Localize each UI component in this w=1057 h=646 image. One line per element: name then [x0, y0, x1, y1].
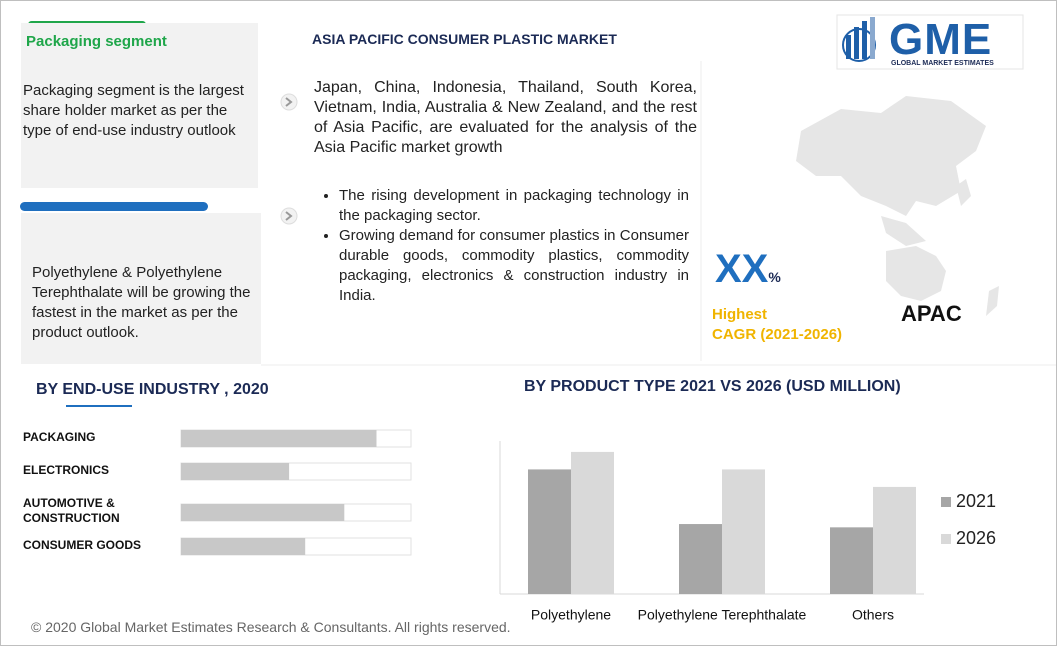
panel — [21, 213, 261, 364]
legend-swatch — [941, 497, 951, 507]
highlight-period: CAGR (2021-2026) — [712, 326, 843, 343]
bar — [722, 469, 765, 594]
category-label: PACKAGING — [23, 430, 96, 444]
arrow-icon — [280, 93, 298, 111]
panel-text: Packaging segment is the largest share h… — [23, 82, 244, 139]
logo-icon — [836, 14, 1024, 70]
bar — [181, 538, 306, 555]
title-underline — [66, 405, 132, 407]
bullet: The rising development in packaging tech… — [339, 186, 689, 226]
bar — [830, 527, 873, 594]
bar — [679, 524, 722, 594]
chart-title: BY PRODUCT TYPE 2021 VS 2026 (USD MILLIO… — [524, 378, 901, 395]
unit: % — [768, 269, 781, 285]
x-tick-label: Polyethylene Terephthalate — [638, 607, 807, 623]
bar — [181, 463, 290, 480]
chart-title: BY END-USE INDUSTRY , 2020 — [36, 381, 269, 398]
legend-label: 2026 — [956, 528, 996, 548]
value: XX — [715, 247, 769, 291]
footer: © 2020 Global Market Estimates Research … — [31, 619, 511, 635]
header-title: ASIA PACIFIC CONSUMER PLASTIC MARKET — [312, 31, 617, 47]
bar — [181, 504, 345, 521]
bar — [181, 430, 377, 447]
accent-bar — [20, 202, 208, 211]
x-tick-label: Polyethylene — [531, 607, 611, 623]
intro-text: Japan, China, Indonesia, Thailand, South… — [314, 79, 697, 156]
x-tick-label: Others — [852, 607, 894, 623]
bar — [571, 451, 614, 594]
panel-heading: Packaging segment — [26, 33, 167, 50]
logo-tagline: GLOBAL MARKET ESTIMATES — [891, 60, 994, 67]
arrow-icon — [280, 207, 298, 225]
bullet: Growing demand for consumer plastics in … — [339, 226, 689, 306]
category-label: AUTOMOTIVE & CONSTRUCTION — [23, 496, 120, 525]
map — [796, 96, 999, 316]
bar — [528, 469, 571, 594]
bullet-list: The rising development in packaging tech… — [311, 186, 689, 306]
bar — [873, 486, 916, 594]
legend-label: 2021 — [956, 491, 996, 511]
category-label: CONSUMER GOODS — [23, 538, 142, 552]
highlight-value: XX% — [715, 247, 781, 292]
panel — [21, 23, 258, 188]
panel-text: Polyethylene & Polyethylene Terephthalat… — [32, 264, 251, 341]
legend-swatch — [941, 534, 951, 544]
logo-name: GME — [889, 15, 993, 64]
highlight-label: Highest — [712, 306, 768, 323]
category-label: ELECTRONICS — [23, 463, 110, 477]
region: APAC — [901, 301, 962, 326]
